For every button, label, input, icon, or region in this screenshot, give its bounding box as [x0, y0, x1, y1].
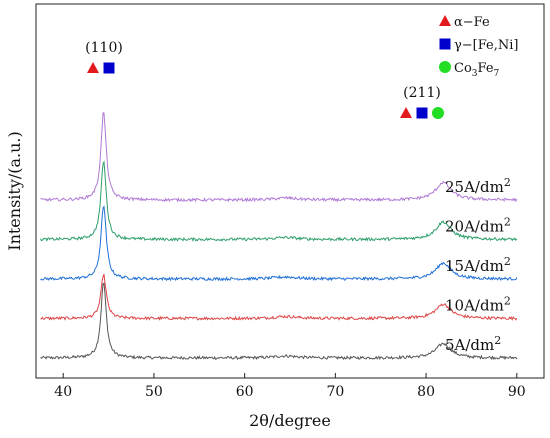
series-label-5: 25A/dm2	[445, 176, 511, 196]
x-tick-label-90: 90	[508, 384, 526, 400]
series-label-3: 15A/dm2	[445, 255, 511, 275]
legend-label-3: Co3Fe7	[454, 61, 500, 79]
peak-1-square-marker	[103, 62, 115, 74]
series-line-2	[40, 273, 518, 321]
x-ticks-group: 40 50 60 70 80 90	[54, 373, 526, 400]
legend-label-1: α−Fe	[454, 15, 490, 30]
peak-annotations-group: (110) (211)	[85, 40, 444, 119]
plot-frame	[35, 3, 545, 379]
x-tick-label-40: 40	[54, 384, 72, 400]
series-line-5	[40, 111, 518, 203]
x-tick-label-60: 60	[236, 384, 254, 400]
series-line-4	[40, 160, 518, 243]
legend: α−Fe γ−[Fe,Ni] Co3Fe7	[439, 15, 518, 79]
legend-triangle-marker	[439, 15, 451, 26]
x-axis-title: 2θ/degree	[249, 411, 331, 430]
peak-2-square-marker	[416, 107, 428, 119]
series-line-3	[40, 205, 518, 282]
peak-1-triangle-marker	[87, 62, 99, 73]
peak-label-2: (211)	[403, 85, 441, 101]
series-label-4: 20A/dm2	[445, 216, 511, 236]
y-axis-title: Intensity/(a.u.)	[5, 131, 24, 251]
x-tick-label-80: 80	[417, 384, 435, 400]
legend-circle-marker	[439, 61, 451, 73]
peak-2-circle-marker	[432, 107, 444, 119]
series-line-1	[40, 282, 518, 361]
legend-square-marker	[439, 38, 451, 50]
series-label-2: 10A/dm2	[445, 295, 511, 315]
legend-label-2: γ−[Fe,Ni]	[454, 38, 518, 53]
x-tick-label-50: 50	[145, 384, 163, 400]
series-label-1: 5A/dm2	[445, 334, 501, 354]
curves-group: 5A/dm2 10A/dm2 15A/dm2 20A/dm2 25A/dm2	[40, 111, 518, 361]
peak-2-triangle-marker	[400, 107, 412, 118]
peak-label-1: (110)	[85, 40, 123, 56]
x-tick-label-70: 70	[326, 384, 344, 400]
